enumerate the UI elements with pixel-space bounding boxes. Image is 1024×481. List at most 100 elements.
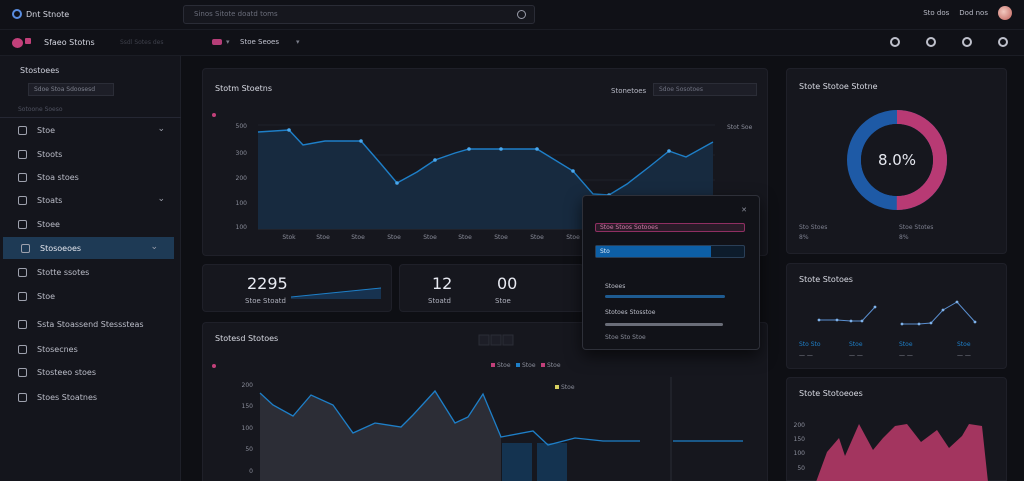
line-card-sublabel: — — — [799, 352, 813, 359]
popover-slider[interactable] — [605, 323, 723, 326]
bell-icon[interactable] — [962, 37, 972, 47]
y-tick-label: 200 — [236, 175, 248, 182]
inbox-icon — [18, 367, 27, 377]
x-tick-label: Stoe — [566, 234, 580, 241]
y-tick-label: 100 — [236, 224, 248, 231]
sidebar-item[interactable]: Stosoeoes ⌄ — [3, 237, 174, 259]
book-icon — [18, 344, 27, 354]
legend-swatch — [555, 385, 559, 389]
popover-label: Stotoes Stosstoe — [605, 309, 656, 316]
y-tick-label: 50 — [245, 446, 253, 453]
line-card-sublabel: — — — [957, 352, 971, 359]
sidebar-item[interactable]: Stoats ⌄ — [0, 189, 181, 211]
legend-label: Stoe — [522, 362, 536, 369]
data-point — [973, 320, 977, 324]
sidebar-item[interactable]: Stosteeo stoes — [0, 361, 181, 383]
layers-icon — [21, 243, 30, 253]
legend-swatch — [491, 363, 495, 367]
line-card-label: Stoe — [957, 341, 971, 348]
help-icon[interactable] — [998, 37, 1008, 47]
chevron-down-icon[interactable]: ▾ — [296, 38, 300, 46]
donut-segment-pink — [847, 110, 947, 210]
chevron-down-icon[interactable]: ⌄ — [157, 124, 165, 134]
popover-field[interactable]: Stoe Stoos Sotooes — [595, 223, 745, 232]
data-point — [929, 321, 933, 325]
data-point — [849, 319, 853, 323]
y-tick-label: 300 — [236, 150, 248, 157]
data-point — [873, 305, 877, 309]
chevron-down-icon[interactable]: ⌄ — [150, 242, 158, 252]
top-link-2[interactable]: Dod nos — [959, 9, 988, 17]
chart-icon — [18, 149, 27, 159]
kpi-value: 12 — [432, 274, 453, 293]
top-link-1[interactable]: Sto dos — [923, 9, 950, 17]
data-point — [571, 169, 575, 173]
workspace-label[interactable]: Stoe Seoes — [240, 38, 279, 46]
sidebar-item[interactable]: Stoee — [0, 213, 181, 235]
y-tick-label: 100 — [242, 425, 254, 432]
sidebar-item-label: Stoe — [37, 125, 56, 135]
sidebar: Stostoees Sdoe Stoa Sdoosesd Sotoone Soe… — [0, 56, 181, 481]
sidebar-item-label: Stoee — [37, 219, 60, 229]
donut-legend-label: Sto Stoes — [799, 224, 828, 231]
series-line — [819, 306, 876, 322]
data-point — [835, 318, 839, 322]
x-tick-label: Stok — [282, 234, 296, 241]
popover-slider[interactable] — [605, 295, 725, 298]
app-logo[interactable]: Dnt Stnote — [12, 9, 69, 19]
line-card-title: Stote Stotoes — [799, 275, 853, 284]
chevron-down-icon[interactable]: ⌄ — [157, 194, 165, 204]
gear-icon[interactable] — [890, 37, 900, 47]
sidebar-item-label: Stoe — [37, 291, 56, 301]
search-icon[interactable] — [517, 10, 526, 19]
kpi-label: Stoatd — [428, 297, 451, 305]
area-card: Stote Stotoeoes 200 150 100 50 — [786, 377, 1007, 481]
workspace-switch[interactable] — [212, 39, 222, 45]
area-fill — [260, 391, 501, 481]
chart-control-button — [502, 334, 514, 346]
data-point — [955, 300, 959, 304]
legend-swatch — [516, 363, 520, 367]
kpi-label: Stoe Stoatd — [245, 297, 286, 305]
doc-icon — [18, 219, 27, 229]
sidebar-item-label: Stosecnes — [37, 344, 78, 354]
x-tick-label: Stoe — [387, 234, 401, 241]
donut-legend-label: Stoe Stotes — [899, 224, 934, 231]
globe-icon[interactable] — [926, 37, 936, 47]
y-tick-label: 500 — [236, 123, 248, 130]
sidebar-item[interactable]: Stosecnes — [0, 338, 181, 360]
range-select[interactable]: Sdoe Sosotoes — [653, 83, 757, 96]
close-icon[interactable]: ✕ — [741, 206, 747, 214]
search-input[interactable]: Sinos Sitote doatd toms — [183, 5, 535, 24]
avatar[interactable] — [998, 6, 1012, 20]
popover-footer: Stoe Sto Stoe — [605, 334, 646, 341]
donut-title: Stote Stotoe Stotne — [799, 82, 878, 91]
line-card-sublabel: — — — [849, 352, 863, 359]
popover-progress-field[interactable]: Sto — [595, 245, 745, 258]
sidebar-select[interactable]: Sdoe Stoa Sdoosesd — [28, 83, 114, 96]
sidebar-item[interactable]: Stoes Stoatnes — [0, 386, 181, 408]
data-point — [433, 158, 437, 162]
logo-icon — [12, 9, 22, 19]
search-placeholder: Sinos Sitote doatd toms — [194, 10, 278, 18]
sidebar-item[interactable]: Stoots — [0, 143, 181, 165]
range-label: Stonetoes — [611, 87, 647, 95]
sidebar-item[interactable]: Stoe ⌄ — [0, 119, 181, 141]
sidebar-item[interactable]: Stoa stoes — [0, 166, 181, 188]
sidebar-heading: Stostoees — [20, 66, 60, 75]
x-tick-label: Stoe — [351, 234, 365, 241]
sidebar-item-label: Stoes Stoatnes — [37, 392, 98, 402]
chart-control-button — [490, 334, 502, 346]
chevron-down-icon[interactable]: ▾ — [226, 38, 230, 46]
folder-icon — [18, 195, 27, 205]
sub-dim-text: Ssdl Sotes des — [120, 39, 164, 46]
legend-dot — [212, 364, 216, 368]
donut-hole — [861, 124, 933, 196]
sidebar-item-label: Ssta Stoassend Stesssteas — [37, 319, 144, 329]
tag-icon — [18, 291, 27, 301]
sidebar-item[interactable]: Stotte ssotes — [0, 261, 181, 283]
sub-header: Sfaeo Stotns Ssdl Sotes des ▾ Stoe Seoes… — [0, 30, 1024, 56]
donut-legend-value: 8% — [899, 234, 909, 241]
sidebar-item[interactable]: Stoe — [0, 285, 181, 307]
sidebar-item[interactable]: Ssta Stoassend Stesssteas — [0, 313, 181, 335]
